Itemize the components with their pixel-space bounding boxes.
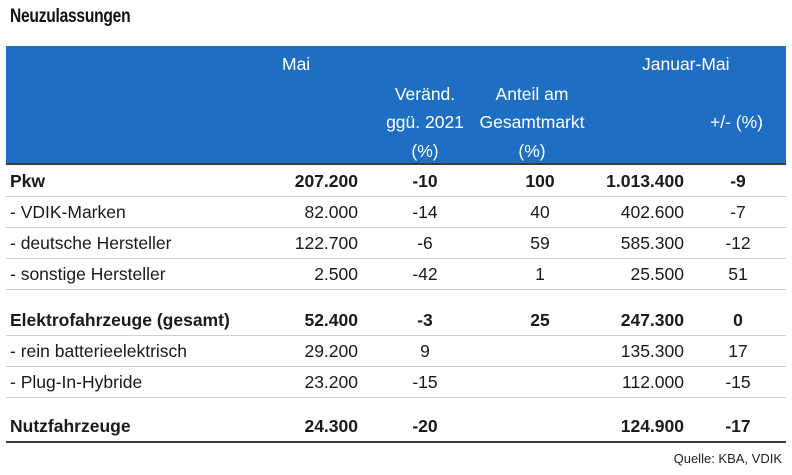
- cell-plus-minus: 17: [728, 341, 748, 361]
- header-plus-minus: +/- (%): [710, 112, 763, 132]
- cell-veraend: -10: [412, 171, 438, 191]
- table-row: Nutzfahrzeuge 24.300 -20 124.900 -17: [6, 410, 786, 441]
- cell-mai: 52.400: [304, 310, 358, 330]
- cell-januar-mai: 247.300: [620, 310, 684, 330]
- cell-anteil: 40: [530, 202, 550, 222]
- cell-januar-mai: 112.000: [622, 372, 684, 392]
- row-label: - VDIK-Marken: [10, 202, 126, 222]
- header-mai: Mai: [282, 54, 311, 74]
- cell-anteil: 25: [530, 310, 550, 330]
- header-veraend-line1: Veränd.: [394, 84, 456, 104]
- table-row: - deutsche Hersteller 122.700 -6 59 585.…: [6, 227, 786, 258]
- cell-plus-minus: -9: [730, 171, 746, 191]
- table-header: Mai Januar-Mai Veränd. ggü. 2021 (%) Ant…: [6, 46, 786, 163]
- row-divider: [6, 289, 786, 290]
- table-bottom-divider: [6, 441, 786, 443]
- header-anteil-line3: (%): [518, 141, 546, 161]
- cell-veraend: -42: [412, 264, 438, 284]
- cell-januar-mai: 1.013.400: [606, 171, 684, 191]
- cell-mai: 207.200: [294, 171, 358, 191]
- row-divider: [6, 227, 786, 228]
- cell-plus-minus: 51: [728, 264, 748, 284]
- cell-veraend: -15: [412, 372, 438, 392]
- cell-anteil: 59: [530, 233, 550, 253]
- source-note: Quelle: KBA, VDIK: [673, 451, 782, 466]
- cell-januar-mai: 124.900: [620, 416, 684, 436]
- header-januar-mai: Januar-Mai: [642, 54, 730, 74]
- table-row: Pkw 207.200 -10 100 1.013.400 -9: [6, 165, 786, 196]
- cell-mai: 122.700: [294, 233, 358, 253]
- header-anteil-line1: Anteil am: [495, 84, 569, 104]
- row-divider: [6, 397, 786, 398]
- cell-plus-minus: -7: [730, 202, 746, 222]
- header-veraend-line2: ggü. 2021: [386, 112, 464, 132]
- row-label: - sonstige Hersteller: [10, 264, 166, 284]
- row-divider: [6, 258, 786, 259]
- table-row: - Plug-In-Hybride 23.200 -15 112.000 -15: [6, 366, 786, 397]
- cell-veraend: -14: [412, 202, 438, 222]
- header-divider: [6, 163, 786, 165]
- cell-veraend: -3: [417, 310, 433, 330]
- cell-anteil: 1: [535, 264, 545, 284]
- row-label: Pkw: [10, 171, 46, 191]
- table-row: - sonstige Hersteller 2.500 -42 1 25.500…: [6, 258, 786, 289]
- cell-plus-minus: -17: [725, 416, 751, 436]
- cell-januar-mai: 585.300: [620, 233, 684, 253]
- cell-januar-mai: 135.300: [620, 341, 684, 361]
- cell-januar-mai: 402.600: [620, 202, 684, 222]
- cell-mai: 82.000: [304, 202, 358, 222]
- cell-veraend: -6: [417, 233, 433, 253]
- row-label: Elektrofahrzeuge (gesamt): [10, 310, 230, 330]
- row-divider: [6, 196, 786, 197]
- table-row: - VDIK-Marken 82.000 -14 40 402.600 -7: [6, 196, 786, 227]
- cell-mai: 24.300: [304, 416, 358, 436]
- cell-veraend: -20: [412, 416, 438, 436]
- table-row: - rein batterieelektrisch 29.200 9 135.3…: [6, 335, 786, 366]
- row-label: Nutzfahrzeuge: [10, 416, 131, 436]
- cell-januar-mai: 25.500: [630, 264, 684, 284]
- row-divider: [6, 335, 786, 336]
- row-divider: [6, 366, 786, 367]
- row-label: - rein batterieelektrisch: [10, 341, 188, 361]
- table-row: Elektrofahrzeuge (gesamt) 52.400 -3 25 2…: [6, 304, 786, 335]
- cell-mai: 2.500: [314, 264, 358, 284]
- cell-mai: 29.200: [304, 341, 358, 361]
- header-veraend-line3: (%): [411, 141, 439, 161]
- header-anteil-line2: Gesamtmarkt: [479, 112, 585, 132]
- cell-plus-minus: 0: [733, 310, 743, 330]
- cell-veraend: 9: [420, 341, 430, 361]
- cell-mai: 23.200: [304, 372, 358, 392]
- page-title: Neuzulassungen: [10, 6, 131, 27]
- cell-anteil: 100: [525, 171, 555, 191]
- row-label: - deutsche Hersteller: [10, 233, 172, 253]
- cell-plus-minus: -15: [725, 372, 751, 392]
- cell-plus-minus: -12: [725, 233, 751, 253]
- row-label: - Plug-In-Hybride: [10, 372, 143, 392]
